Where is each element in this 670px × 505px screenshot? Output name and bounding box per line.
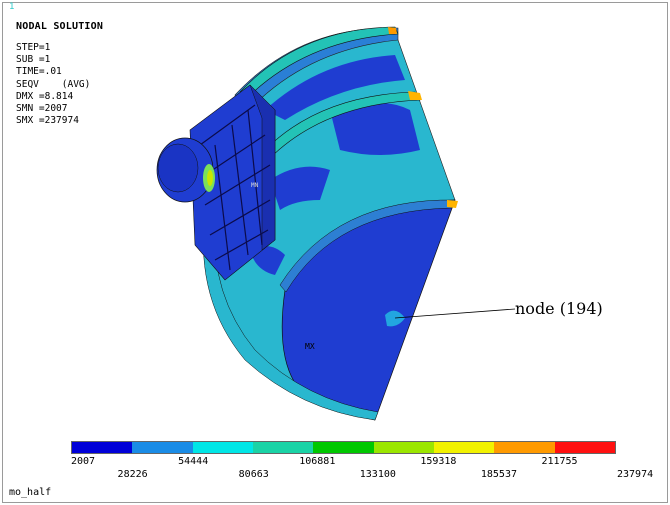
legend-swatch: [72, 442, 133, 453]
front-face-hot: [447, 200, 458, 208]
front-face-rim: [279, 199, 456, 293]
legend-tick-label: 159318: [420, 456, 457, 467]
info-smx: SMX =237974: [16, 115, 79, 127]
legend-swatch: [494, 442, 555, 453]
rib-middle-hot: [408, 91, 422, 100]
rib-top-hot: [388, 27, 397, 34]
legend-tick-label: 28226: [117, 469, 148, 480]
legend-tick-label: 237974: [617, 469, 654, 480]
legend-swatch: [433, 442, 495, 453]
front-face-spot: [385, 310, 405, 327]
stiffener-grid: [199, 104, 271, 271]
legend-swatch: [192, 442, 253, 453]
info-seqv: SEQV (AVG): [16, 78, 91, 90]
body-low-stress-1: [265, 55, 405, 120]
legend-tick-label: 2007: [71, 456, 96, 467]
solution-info-list: STEP=1 SUB =1 TIME=.01 SEQV (AVG) DMX =8…: [16, 42, 90, 127]
info-step: STEP=1: [16, 42, 51, 53]
plot-title: NODAL SOLUTION: [16, 21, 104, 32]
legend-tick-label: 211755: [541, 456, 578, 467]
flange-plate-edge: [249, 84, 276, 251]
window-number: 1: [9, 2, 15, 12]
legend-tick-label: 80663: [238, 469, 269, 480]
color-legend-bar: [71, 441, 616, 454]
hub-hot-core: [207, 170, 213, 186]
body-low-stress-2: [330, 102, 420, 155]
node-annotation: node (194): [515, 299, 603, 318]
legend-tick-label: 106881: [299, 456, 336, 467]
info-dmx: DMX =8.814: [16, 90, 74, 102]
legend-tick-label: 185537: [480, 469, 517, 480]
info-smn: SMN =2007: [16, 103, 68, 115]
model-name: mo_half: [9, 487, 52, 498]
info-sub: SUB =1: [16, 54, 51, 66]
legend-swatch: [554, 442, 615, 453]
origin-marker: MX: [305, 342, 315, 351]
legend-tick-label: 54444: [178, 456, 209, 467]
legend-tick-label: 133100: [359, 469, 396, 480]
info-time: TIME=.01: [16, 66, 62, 78]
callout-leader-line: [394, 308, 516, 319]
hub-boss-face: [157, 143, 199, 193]
outer-skirt: [203, 214, 379, 421]
legend-swatch: [132, 442, 193, 453]
legend-swatch: [252, 442, 314, 453]
legend-swatch: [313, 442, 374, 453]
body-low-stress-3: [270, 166, 330, 210]
legend-swatch: [373, 442, 434, 453]
small-marker: MN: [251, 182, 259, 189]
